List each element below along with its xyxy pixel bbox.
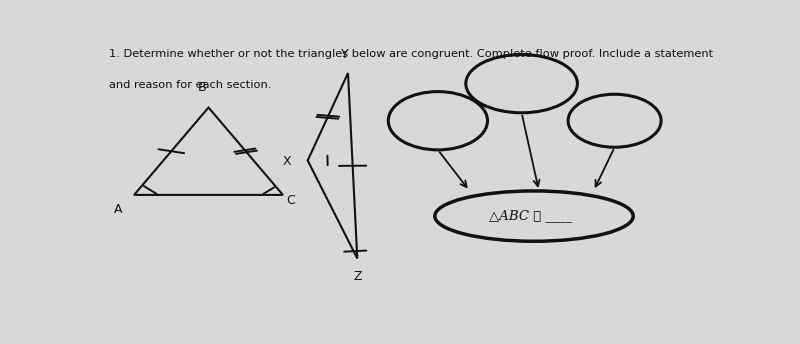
Text: and reason for each section.: and reason for each section. bbox=[110, 80, 272, 90]
Text: A: A bbox=[114, 203, 123, 216]
Text: Y: Y bbox=[341, 48, 349, 61]
Text: Z: Z bbox=[353, 270, 362, 283]
Text: C: C bbox=[286, 194, 294, 207]
Text: B: B bbox=[198, 81, 206, 94]
Text: X: X bbox=[282, 155, 291, 168]
Text: △ABC ≅ ____: △ABC ≅ ____ bbox=[490, 209, 573, 223]
Text: 1. Determine whether or not the triangles below are congruent. Complete flow pro: 1. Determine whether or not the triangle… bbox=[110, 49, 714, 59]
